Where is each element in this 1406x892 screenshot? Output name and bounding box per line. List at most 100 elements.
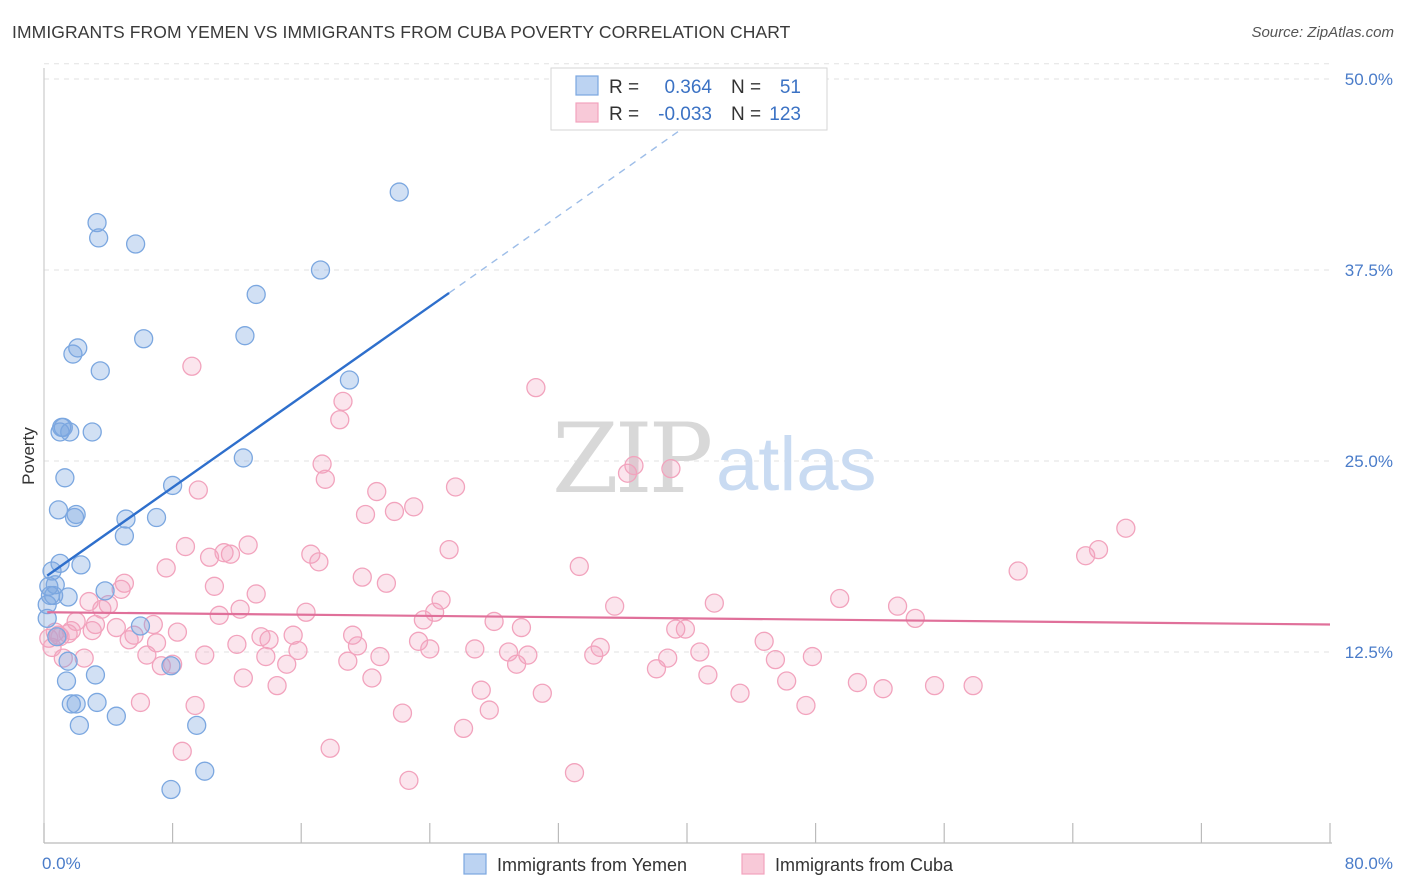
watermark-atlas: atlas	[716, 422, 877, 507]
cuba-point-110	[802, 646, 823, 667]
legend-swatch-cuba	[575, 102, 599, 123]
yemen-point-38	[134, 329, 154, 349]
cuba-point-58	[333, 391, 353, 412]
yemen-point-18	[61, 694, 81, 714]
cuba-point-81	[471, 680, 491, 700]
chart-source: Source: ZipAtlas.com	[1251, 24, 1394, 41]
cuba-point-20	[130, 692, 151, 713]
cuba-point-80	[465, 639, 485, 659]
bottom-legend-label-cuba: Immigrants from Cuba	[775, 855, 954, 875]
cuba-point-112	[847, 672, 868, 693]
yemen-point-8	[48, 500, 69, 520]
bottom-legend-label-yemen: Immigrants from Yemen	[497, 855, 687, 875]
yemen-point-47	[246, 284, 266, 305]
cuba-point-37	[214, 543, 234, 563]
trend-lines	[46, 99, 1331, 626]
yemen-point-16	[58, 651, 78, 671]
cuba-point-93	[590, 637, 610, 658]
yemen-point-44	[195, 761, 215, 781]
cuba-point-51	[296, 602, 316, 622]
cuba-point-64	[362, 668, 382, 688]
yemen-point-29	[87, 212, 107, 233]
yemen-point-31	[90, 361, 110, 381]
cuba-point-96	[624, 455, 644, 476]
tick-labels: 12.5% 25.0% 37.5% 50.0% 0.0% 80.0%	[42, 70, 1393, 873]
cuba-point-40	[230, 599, 250, 619]
yemen-trend-extension	[448, 99, 723, 294]
yemen-point-34	[114, 526, 135, 546]
bottom-legend-swatch-cuba	[741, 853, 765, 875]
cuba-point-70	[399, 770, 419, 791]
cuba-point-46	[259, 630, 279, 650]
cuba-point-76	[431, 590, 451, 610]
cuba-point-91	[569, 556, 589, 577]
axes	[43, 68, 1332, 844]
yemen-point-22	[66, 504, 86, 525]
cuba-point-32	[188, 480, 208, 500]
cuba-point-41	[233, 668, 253, 688]
legend-swatch-yemen	[575, 75, 599, 96]
cuba-point-43	[246, 584, 266, 604]
cuba-point-34	[199, 547, 220, 567]
cuba-point-27	[167, 622, 188, 642]
cuba-point-94	[605, 596, 625, 616]
cuba-point-47	[267, 675, 287, 696]
yemen-point-15	[58, 587, 78, 607]
y-tick-label-2: 37.5%	[1345, 261, 1393, 280]
yemen-point-48	[310, 260, 331, 280]
yemen-point-24	[69, 715, 90, 735]
watermark-zip: ZIP	[552, 403, 711, 515]
cuba-point-17	[114, 573, 135, 593]
cuba-point-7	[61, 620, 81, 641]
yemen-point-45	[233, 448, 253, 468]
cuba-point-74	[420, 639, 440, 659]
yemen-point-23	[68, 338, 88, 358]
yemen-trend-line	[46, 291, 450, 577]
cuba-point-89	[532, 683, 552, 703]
cuba-point-25	[156, 558, 176, 578]
cuba-point-108	[777, 671, 797, 691]
cuba-point-23	[146, 633, 167, 653]
yemen-point-13	[55, 468, 75, 488]
cuba-point-109	[796, 695, 816, 716]
cuba-point-98	[658, 648, 678, 668]
yemen-point-20	[64, 507, 85, 528]
yemen-point-36	[125, 234, 146, 254]
yemen-point-30	[89, 228, 109, 248]
bottom-legend: Immigrants from Yemen Immigrants from Cu…	[463, 853, 954, 875]
yemen-point-9	[50, 553, 70, 574]
cuba-point-106	[754, 631, 774, 651]
yemen-point-17	[60, 422, 80, 442]
cuba-point-115	[905, 608, 925, 629]
y-axis-label: Poverty	[19, 427, 38, 485]
cuba-point-60	[342, 625, 363, 645]
cuba-point-50	[288, 640, 308, 661]
bottom-legend-swatch-yemen	[463, 853, 487, 875]
y-tick-label-0: 12.5%	[1345, 643, 1393, 662]
cuba-point-78	[445, 477, 466, 497]
cuba-point-62	[352, 567, 372, 587]
yemen-point-28	[87, 692, 107, 713]
legend-n-label-yemen: N =	[731, 77, 761, 98]
cuba-point-36	[209, 605, 229, 625]
chart-title: IMMIGRANTS FROM YEMEN VS IMMIGRANTS FROM…	[12, 22, 791, 42]
cuba-trend-line	[47, 611, 1331, 626]
yemen-point-41	[161, 779, 181, 800]
yemen-point-26	[82, 422, 102, 442]
cuba-point-68	[384, 501, 405, 522]
cuba-point-88	[526, 378, 546, 398]
legend-r-label-yemen: R =	[609, 77, 639, 98]
cuba-point-56	[320, 738, 340, 758]
cuba-point-104	[704, 593, 724, 613]
cuba-point-42	[238, 535, 258, 555]
cuba-point-54	[312, 454, 332, 474]
legend-n-label-cuba: N =	[731, 104, 761, 125]
cuba-point-116	[924, 675, 945, 696]
cuba-point-48	[277, 654, 297, 674]
cuba-point-61	[347, 636, 368, 656]
yemen-point-50	[389, 182, 409, 202]
y-tick-label-1: 25.0%	[1345, 452, 1393, 471]
series-cuba-points	[39, 356, 1136, 791]
legend-r-value-cuba: -0.033	[658, 104, 712, 125]
